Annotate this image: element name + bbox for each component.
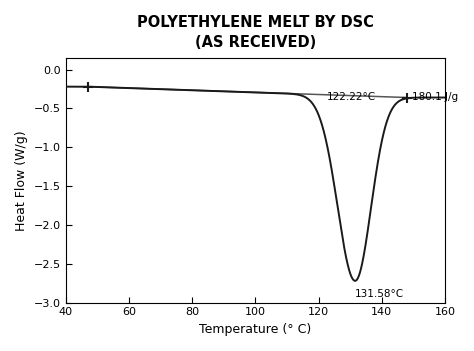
Y-axis label: Heat Flow (W/g): Heat Flow (W/g) (15, 130, 28, 231)
Title: POLYETHYLENE MELT BY DSC
(AS RECEIVED): POLYETHYLENE MELT BY DSC (AS RECEIVED) (137, 15, 374, 50)
Text: 180.1 J/g: 180.1 J/g (412, 92, 458, 102)
Text: 122.22°C: 122.22°C (327, 92, 375, 102)
X-axis label: Temperature (° C): Temperature (° C) (199, 323, 311, 336)
Text: 131.58°C: 131.58°C (355, 289, 404, 299)
